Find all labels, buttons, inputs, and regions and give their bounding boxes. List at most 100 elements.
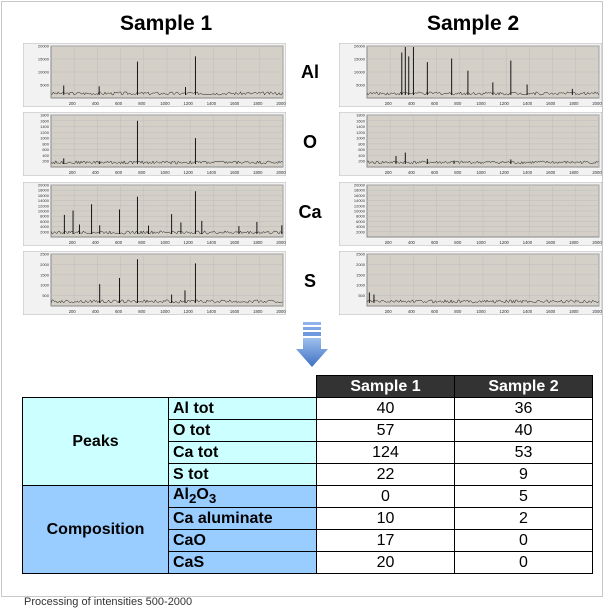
value-sample-2: 53 (454, 441, 593, 464)
x-tick-label: 200 (69, 101, 77, 106)
x-tick-label: 1000 (476, 170, 486, 175)
x-tick-label: 1800 (569, 170, 579, 175)
x-tick-label: 1600 (546, 101, 556, 106)
x-tick-label: 200 (385, 309, 393, 314)
x-tick-label: 600 (115, 309, 123, 314)
y-tick-label: 14000 (354, 198, 366, 203)
x-tick-label: 600 (431, 309, 439, 314)
x-tick-label: 1400 (523, 240, 533, 245)
x-tick-label: 2000 (592, 240, 602, 245)
x-tick-label: 1200 (500, 170, 510, 175)
x-tick-label: 1000 (476, 309, 486, 314)
element-label-o: O (302, 132, 317, 152)
y-tick-label: 400 (358, 153, 365, 158)
x-tick-label: 400 (92, 170, 100, 175)
row-label: Al2O3 (168, 485, 317, 508)
x-tick-label: 2000 (276, 240, 286, 245)
value-sample-2: 0 (454, 551, 593, 574)
x-tick-label: 2000 (276, 170, 286, 175)
x-tick-label: 1000 (476, 101, 486, 106)
x-tick-label: 600 (115, 240, 123, 245)
spectrum-s-sample-1: 200 400 600 800 1000 1200 1400 1600 1800 2000 2500… (23, 251, 286, 315)
x-tick-label: 2000 (592, 309, 602, 314)
value-sample-1: 40 (316, 397, 455, 420)
y-tick-label: 10000 (38, 209, 50, 214)
x-tick-label: 1200 (184, 309, 194, 314)
x-tick-label: 800 (454, 101, 462, 106)
y-tick-label: 2500 (356, 252, 366, 257)
x-tick-label: 400 (408, 170, 416, 175)
spectrum-baseline (366, 299, 599, 304)
x-tick-label: 400 (92, 101, 100, 106)
y-tick-label: 16000 (38, 193, 50, 198)
y-tick-label: 8000 (356, 214, 366, 219)
x-tick-label: 1600 (546, 309, 556, 314)
header-sample-1: Sample 1 (316, 375, 455, 398)
row-label: Al tot (168, 397, 317, 420)
y-tick-label: 15000 (38, 57, 50, 62)
y-tick-label: 2000 (40, 262, 50, 267)
y-tick-label: 2500 (40, 252, 50, 257)
x-tick-label: 2000 (592, 101, 602, 106)
y-tick-label: 10000 (38, 70, 50, 75)
x-tick-label: 1800 (569, 240, 579, 245)
value-sample-1: 22 (316, 463, 455, 486)
row-label: Ca aluminate (168, 507, 317, 530)
x-tick-label: 600 (115, 170, 123, 175)
spectrum-al-sample-1: 200 400 600 800 1000 1200 1400 1600 1800 2000 2000… (23, 43, 286, 107)
x-tick-label: 800 (454, 309, 462, 314)
group-label-peaks: Peaks (22, 397, 169, 486)
spectrum-baseline (50, 299, 283, 304)
y-tick-label: 600 (358, 147, 365, 152)
x-tick-label: 1800 (253, 240, 263, 245)
x-tick-label: 400 (92, 240, 100, 245)
x-tick-label: 1600 (230, 240, 240, 245)
y-tick-label: 1000 (356, 136, 366, 141)
y-tick-label: 1400 (356, 124, 366, 129)
x-tick-label: 600 (431, 101, 439, 106)
x-tick-label: 2000 (592, 170, 602, 175)
y-tick-label: 1200 (356, 130, 366, 135)
x-tick-label: 1400 (523, 101, 533, 106)
x-tick-label: 800 (454, 240, 462, 245)
x-tick-label: 800 (138, 309, 146, 314)
value-sample-2: 9 (454, 463, 593, 486)
spectrum-baseline (50, 230, 283, 235)
y-tick-label: 800 (42, 141, 49, 146)
x-tick-label: 1200 (184, 101, 194, 106)
row-label: O tot (168, 419, 317, 442)
x-tick-label: 1600 (230, 309, 240, 314)
footnote: Processing of intensities 500-2000 (24, 596, 193, 608)
spectrum-ca-sample-2: 200 400 600 800 1000 1200 1400 1600 1800 2000 2000… (339, 182, 602, 246)
table-row: Ca aluminate 10 2 (23, 507, 593, 530)
spectrum-baseline (50, 160, 283, 165)
x-tick-label: 1400 (207, 240, 217, 245)
figure-frame (1, 1, 603, 597)
table-row: CaO 17 0 (23, 529, 593, 552)
value-sample-2: 0 (454, 529, 593, 552)
y-tick-label: 8000 (40, 214, 50, 219)
table-row: Composition Al2O3 0 5 (22, 485, 593, 574)
y-tick-label: 1000 (40, 136, 50, 141)
y-tick-label: 1000 (356, 283, 366, 288)
value-sample-1: 20 (316, 551, 455, 574)
value-sample-1: 124 (316, 441, 455, 464)
x-tick-label: 400 (408, 309, 416, 314)
results-body: Peaks Al tot 40 36 O tot 57 40 Ca tot 124 53 S tot… (22, 397, 593, 574)
y-tick-label: 12000 (38, 203, 50, 208)
x-tick-label: 600 (115, 101, 123, 106)
x-tick-label: 800 (138, 240, 146, 245)
y-tick-label: 1600 (356, 118, 366, 123)
x-tick-label: 1200 (500, 240, 510, 245)
y-tick-label: 18000 (38, 188, 50, 193)
y-tick-label: 2000 (40, 229, 50, 234)
x-tick-label: 1800 (253, 101, 263, 106)
value-sample-1: 0 (316, 485, 455, 508)
x-tick-label: 1000 (160, 101, 170, 106)
y-tick-label: 2000 (356, 229, 366, 234)
x-tick-label: 1600 (546, 170, 556, 175)
y-tick-label: 20000 (354, 44, 366, 49)
element-label-s: S (303, 271, 316, 291)
x-tick-label: 1000 (476, 240, 486, 245)
spectrum-al-sample-2: 200 400 600 800 1000 1200 1400 1600 1800 2000 2000… (339, 43, 602, 107)
